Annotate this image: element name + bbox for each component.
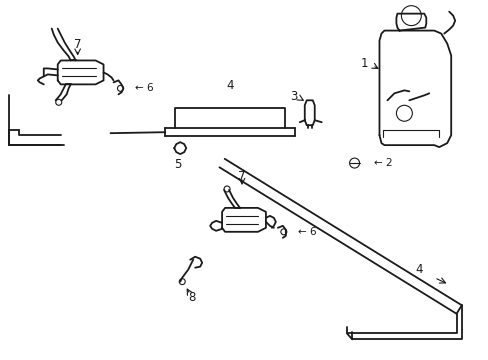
Text: 3: 3 — [289, 90, 297, 103]
Text: 5: 5 — [174, 158, 182, 171]
Text: 1: 1 — [360, 57, 367, 70]
Text: ← 6: ← 6 — [135, 84, 154, 93]
Text: 4: 4 — [415, 263, 422, 276]
Text: 7: 7 — [238, 170, 245, 183]
Text: ← 2: ← 2 — [374, 158, 392, 168]
Text: ← 6: ← 6 — [297, 227, 316, 237]
Text: 4: 4 — [226, 79, 233, 92]
Text: 7: 7 — [74, 38, 81, 51]
Text: 8: 8 — [188, 291, 196, 304]
